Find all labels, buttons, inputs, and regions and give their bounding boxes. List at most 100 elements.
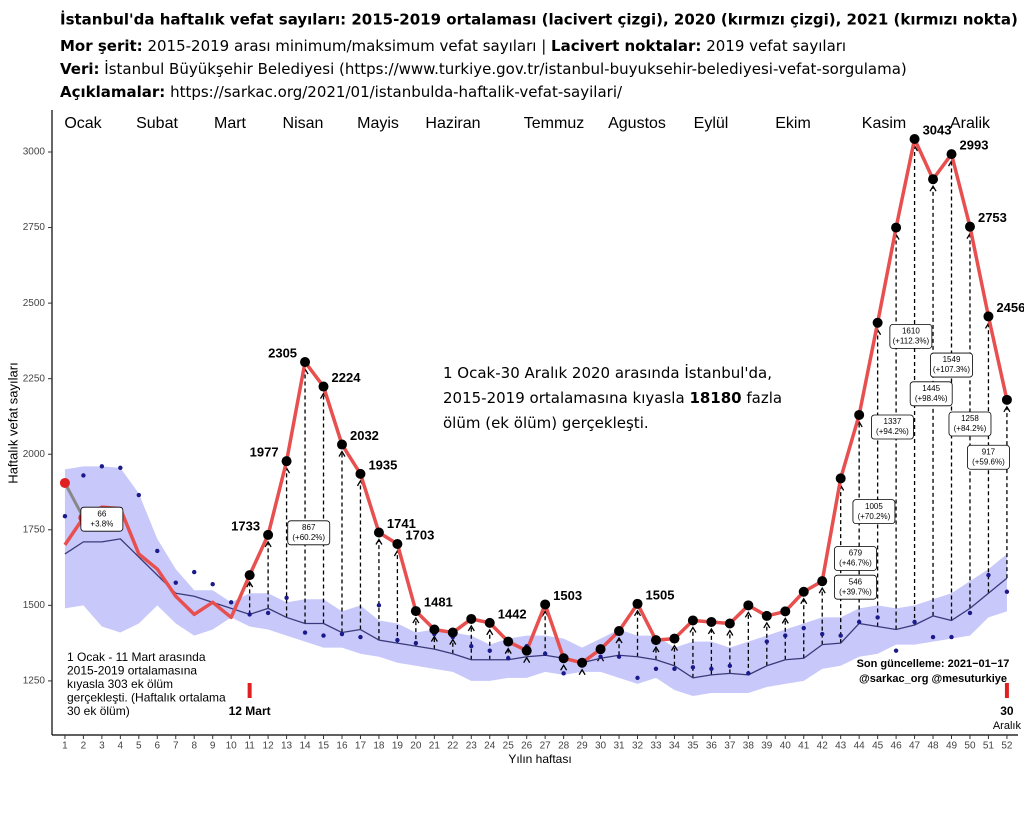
data-label: 1703	[405, 527, 434, 542]
x-tick-label: 37	[724, 741, 736, 752]
excess-box	[80, 506, 124, 532]
subtitle: Açıklamalar: https://sarkac.org/2021/01/…	[60, 83, 623, 101]
excess-text: 1337	[884, 417, 902, 426]
month-label: Ekim	[775, 115, 811, 132]
point-2020	[706, 616, 717, 627]
x-tick-label: 30	[595, 741, 607, 752]
point-2020	[466, 613, 477, 624]
point-2020	[244, 570, 255, 581]
y-axis-title: Haftalık vefat sayıları	[5, 362, 20, 483]
arrow-head	[781, 617, 789, 624]
x-tick-label: 41	[798, 741, 810, 752]
chart-title: İstanbul'da haftalık vefat sayıları: 201…	[60, 10, 1018, 29]
excess-box	[967, 444, 1010, 470]
x-tick-label: 10	[226, 741, 238, 752]
x-tick-label: 18	[373, 741, 385, 752]
excess-box	[852, 499, 896, 525]
month-label: Aralik	[950, 115, 991, 132]
y-tick-label: 2750	[23, 222, 46, 233]
point-2019	[856, 619, 862, 625]
month-label: Nisan	[283, 115, 324, 132]
arrow-head	[670, 644, 679, 651]
excess-text: 1005	[865, 502, 883, 511]
x-tick-label: 14	[299, 741, 311, 752]
arrow-head	[264, 540, 272, 548]
point-2020	[946, 149, 957, 160]
x-tick-label: 35	[687, 741, 699, 752]
point-2020	[669, 633, 680, 644]
x-tick-label: 12	[263, 741, 275, 752]
point-2019	[820, 631, 825, 637]
text-segment: 2015-2019 arası minimum/maksimum vefat s…	[143, 37, 551, 55]
point-2020	[854, 409, 865, 420]
left-note: 30 ek ölüm)	[67, 704, 130, 718]
x-tick-label: 31	[613, 741, 625, 752]
point-2019	[930, 634, 936, 640]
point-2019	[949, 634, 954, 640]
point-2020	[355, 468, 366, 479]
excess-text: (+60.2%)	[292, 533, 325, 542]
point-2020	[983, 311, 994, 322]
arrow-head	[652, 645, 660, 653]
center-note: 1 Ocak-30 Aralık 2020 arasında İstanbul'…	[443, 363, 772, 382]
text-segment: https://sarkac.org/2021/01/istanbulda-ha…	[165, 83, 623, 101]
text-segment: ölüm (ek ölüm) gerçekleşti.	[443, 414, 649, 432]
excess-text: +3.8%	[90, 519, 113, 528]
arrow-head	[726, 629, 734, 636]
excess-text: 66	[97, 509, 106, 518]
subtitle: Mor şerit: 2015-2019 arası minimum/maksi…	[60, 37, 846, 55]
x-tick-label: 42	[817, 741, 829, 752]
excess-text: (+98.4%)	[915, 394, 948, 403]
x-tick-label: 24	[484, 741, 496, 752]
text-segment: İstanbul Büyükşehir Belediyesi (https://…	[100, 59, 907, 78]
arrow-head	[412, 616, 420, 624]
point-2019	[192, 569, 197, 575]
marker-label: Aralık	[993, 720, 1022, 732]
point-2019	[967, 610, 973, 616]
point-2019	[247, 612, 252, 617]
point-2020	[817, 576, 828, 587]
data-label: 1481	[424, 595, 453, 610]
x-tick-label: 26	[521, 741, 533, 752]
excess-text: 1258	[961, 414, 979, 423]
month-label: Mayis	[357, 115, 399, 132]
point-2019	[413, 640, 419, 646]
text-segment: Lacivert noktalar:	[551, 37, 701, 55]
x-tick-label: 16	[336, 741, 348, 752]
x-tick-label: 49	[946, 741, 958, 752]
excess-text: 1610	[902, 326, 920, 335]
point-2020	[410, 606, 421, 617]
center-note: ölüm (ek ölüm) gerçekleşti.	[443, 414, 649, 432]
marker-label: 12 Mart	[229, 704, 271, 718]
data-label: 1733	[231, 518, 260, 533]
x-tick-label: 25	[503, 741, 515, 752]
excess-text: (+107.3%)	[933, 365, 970, 374]
point-2019	[875, 615, 880, 620]
arrow-head	[449, 638, 457, 645]
x-tick-label: 52	[1001, 741, 1013, 752]
month-label: Kasim	[862, 115, 906, 132]
point-2020	[798, 586, 809, 597]
x-tick-label: 40	[780, 741, 792, 752]
y-tick-label: 2500	[23, 298, 46, 309]
point-2019	[228, 600, 234, 605]
update-note: @sarkac_org @mesuturkiye	[859, 673, 1007, 685]
data-label: 1935	[368, 457, 397, 472]
point-2020	[687, 615, 698, 626]
marker-label: 30	[1000, 704, 1014, 718]
x-tick-label: 33	[650, 741, 662, 752]
x-tick-label: 13	[281, 741, 293, 752]
month-label: Temmuz	[524, 115, 584, 132]
point-2019	[690, 665, 696, 670]
x-tick-label: 4	[118, 741, 124, 752]
x-tick-label: 2	[81, 741, 87, 752]
point-2021	[59, 477, 70, 488]
arrow-head	[707, 627, 715, 635]
point-2019	[727, 663, 733, 668]
y-tick-label: 1500	[23, 600, 46, 611]
point-2020	[300, 357, 311, 368]
center-note: 2015-2019 ortalamasına kıyasla 18180 faz…	[443, 389, 782, 407]
excess-text: (+46.7%)	[839, 559, 872, 568]
left-note: 2015-2019 ortalamasına	[67, 664, 197, 678]
